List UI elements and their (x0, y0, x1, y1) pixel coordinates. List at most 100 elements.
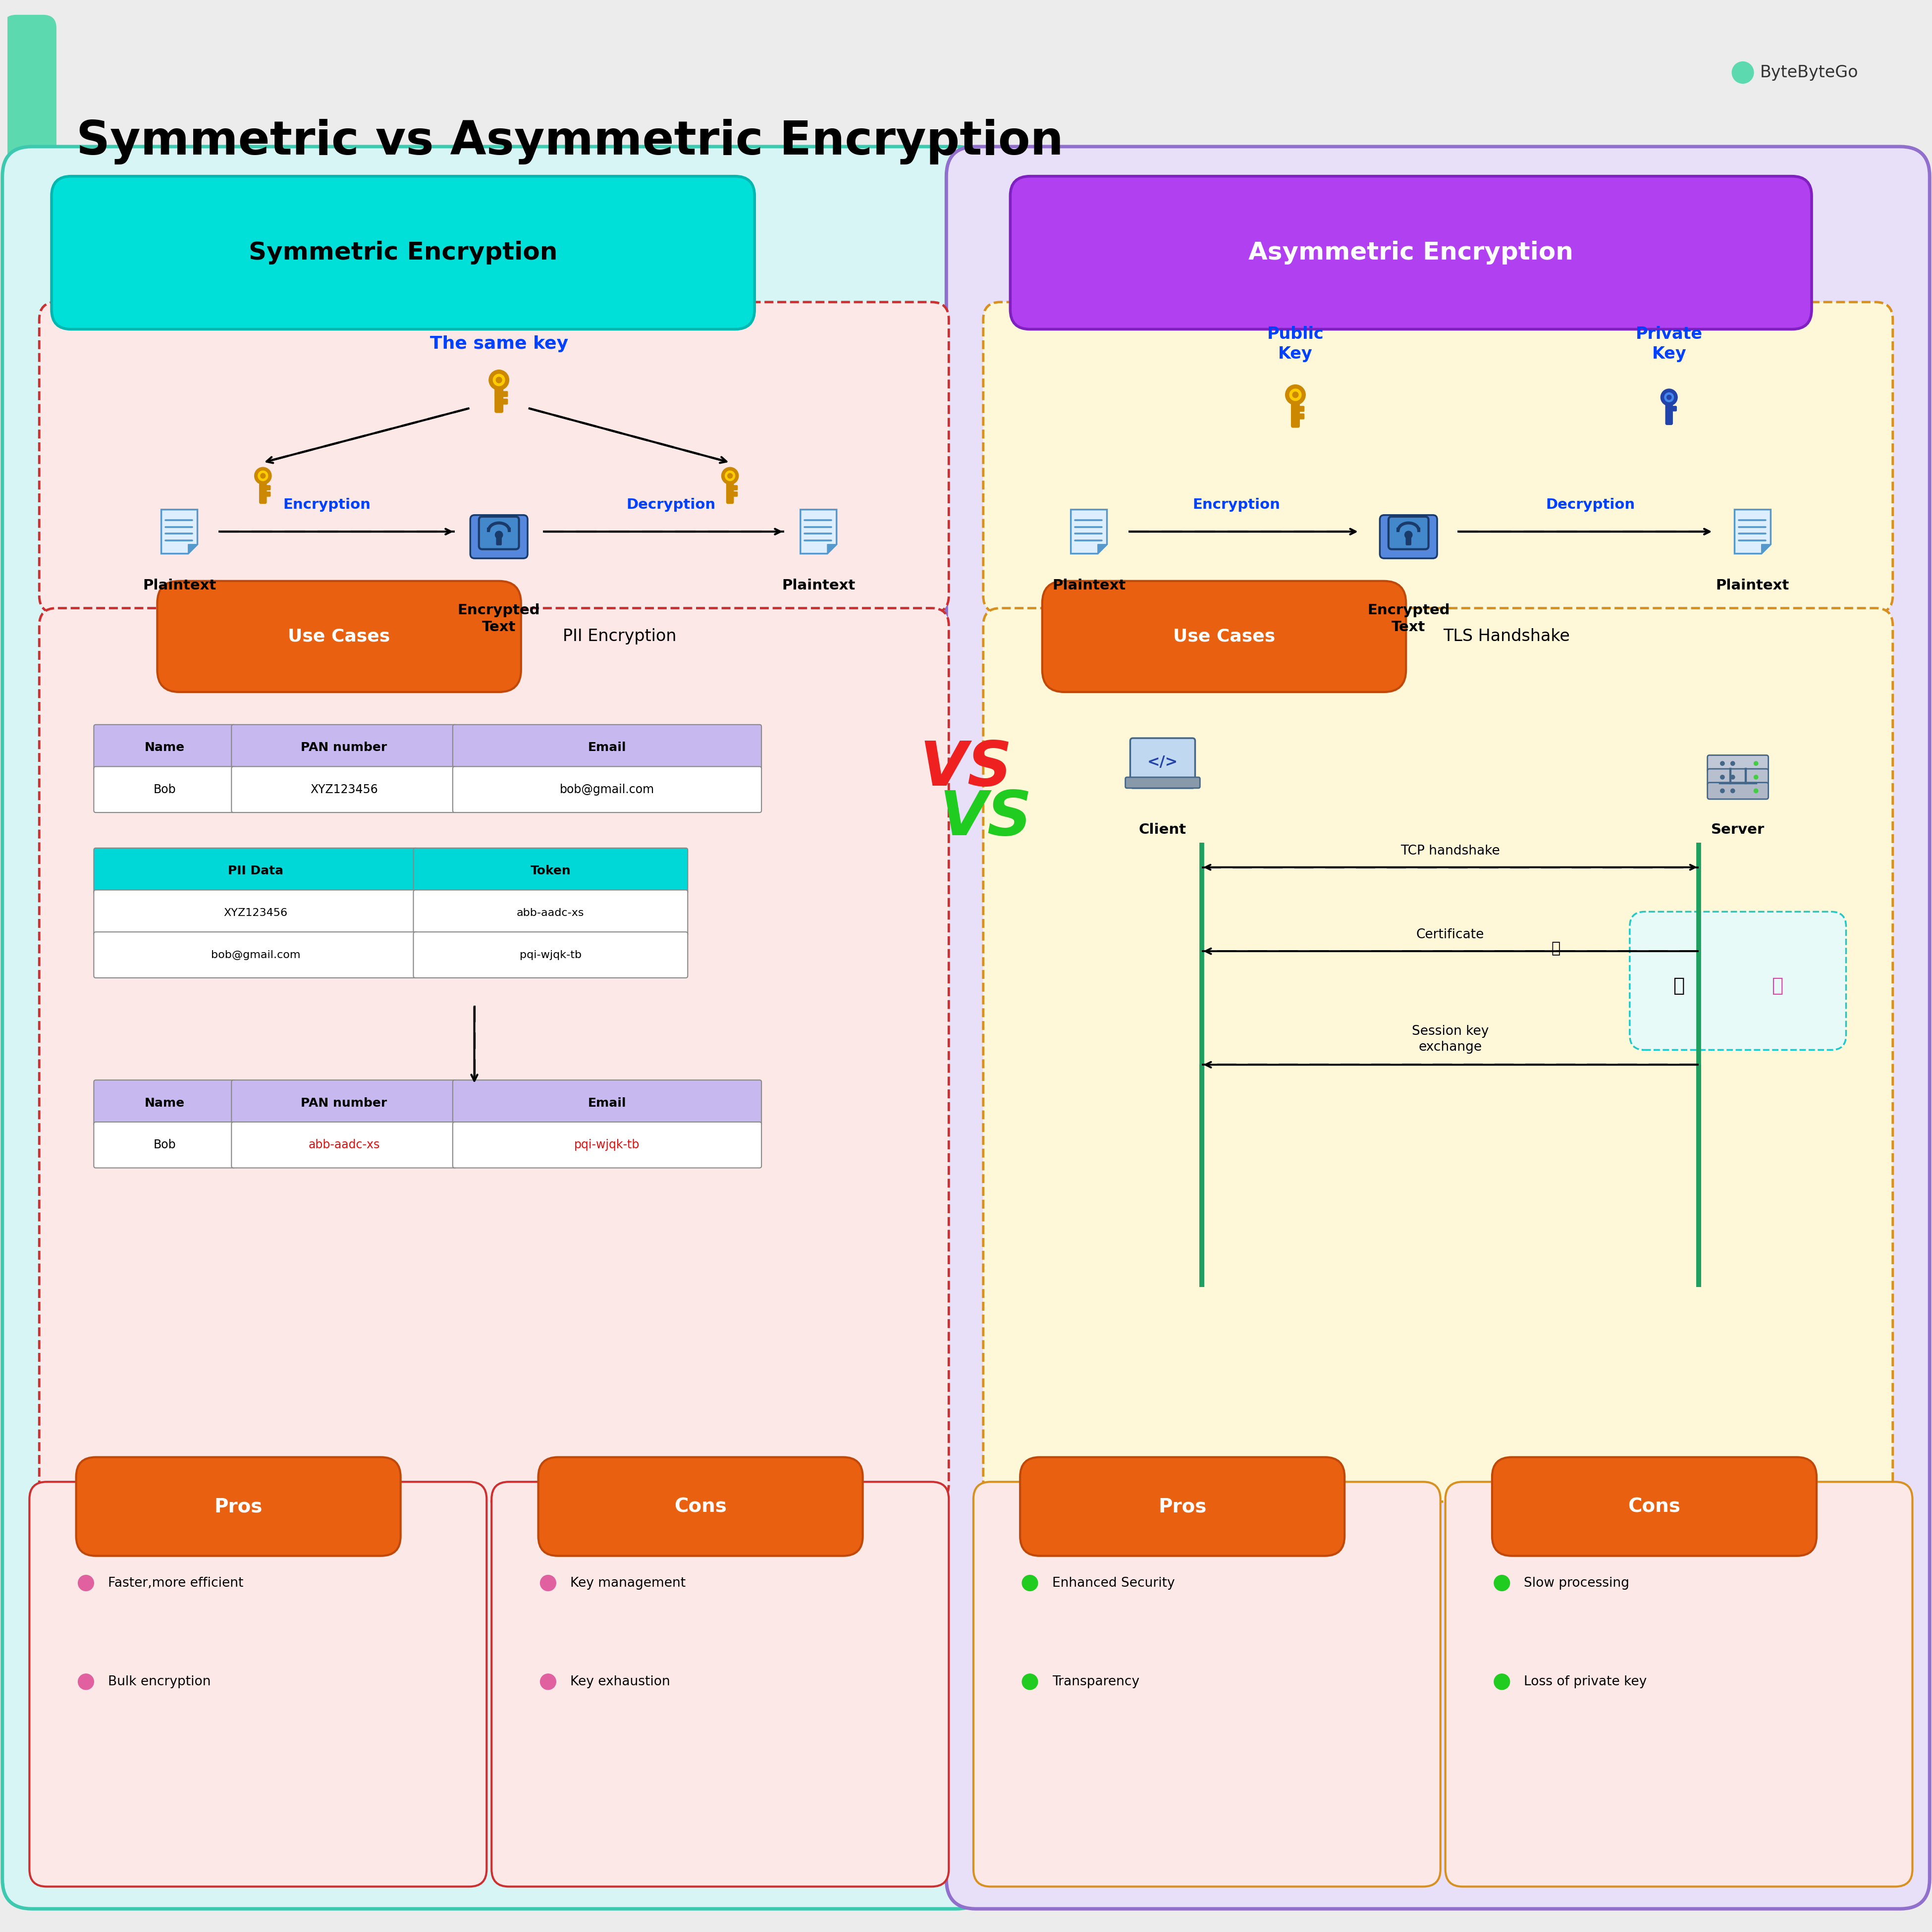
Text: ByteByteGo: ByteByteGo (1760, 64, 1859, 81)
Circle shape (1662, 388, 1677, 406)
Circle shape (1719, 761, 1725, 765)
FancyBboxPatch shape (452, 724, 761, 771)
Text: Encryption: Encryption (284, 498, 371, 512)
Text: 🔑: 🔑 (1772, 976, 1783, 995)
Text: The same key: The same key (429, 336, 568, 352)
Text: Client: Client (1138, 823, 1186, 837)
Text: abb-aadc-xs: abb-aadc-xs (516, 908, 583, 918)
Circle shape (1731, 788, 1735, 792)
Text: Symmetric Encryption: Symmetric Encryption (249, 242, 558, 265)
Circle shape (261, 473, 265, 479)
Text: Enhanced Security: Enhanced Security (1053, 1577, 1175, 1590)
Polygon shape (1735, 510, 1772, 554)
FancyBboxPatch shape (495, 379, 502, 412)
Circle shape (1293, 392, 1298, 398)
Text: Encrypted
Text: Encrypted Text (1368, 603, 1449, 634)
Circle shape (495, 531, 502, 539)
Text: VS: VS (920, 738, 1012, 798)
Circle shape (1719, 775, 1725, 779)
Circle shape (1405, 531, 1412, 539)
FancyBboxPatch shape (732, 493, 738, 497)
Text: XYZ123456: XYZ123456 (224, 908, 288, 918)
Circle shape (1022, 1575, 1037, 1590)
Text: Cons: Cons (1629, 1497, 1681, 1517)
Text: Transparency: Transparency (1053, 1675, 1140, 1689)
Text: pqi-wjqk-tb: pqi-wjqk-tb (574, 1140, 639, 1151)
Polygon shape (800, 510, 837, 554)
FancyBboxPatch shape (1671, 406, 1677, 412)
FancyBboxPatch shape (95, 767, 236, 813)
Circle shape (77, 1673, 95, 1690)
FancyBboxPatch shape (1293, 392, 1298, 427)
FancyBboxPatch shape (983, 301, 1893, 612)
Text: Key exhaustion: Key exhaustion (570, 1675, 670, 1689)
Circle shape (1665, 392, 1673, 402)
FancyBboxPatch shape (974, 1482, 1441, 1888)
Text: Encrypted
Text: Encrypted Text (458, 603, 541, 634)
FancyBboxPatch shape (1708, 755, 1768, 771)
FancyBboxPatch shape (95, 1122, 236, 1167)
FancyBboxPatch shape (500, 392, 508, 396)
Text: Decryption: Decryption (1546, 498, 1634, 512)
FancyBboxPatch shape (265, 485, 270, 489)
FancyBboxPatch shape (413, 848, 688, 895)
FancyBboxPatch shape (1631, 912, 1847, 1049)
Text: Token: Token (529, 866, 570, 877)
Circle shape (541, 1575, 556, 1590)
FancyBboxPatch shape (1298, 406, 1304, 412)
Text: Private
Key: Private Key (1636, 327, 1702, 363)
FancyBboxPatch shape (95, 931, 417, 978)
Text: VS: VS (939, 788, 1032, 848)
Text: TLS Handshake: TLS Handshake (1443, 628, 1569, 645)
Circle shape (1493, 1575, 1509, 1590)
FancyBboxPatch shape (1010, 176, 1812, 328)
FancyBboxPatch shape (1708, 769, 1768, 786)
FancyBboxPatch shape (52, 176, 755, 328)
Text: abb-aadc-xs: abb-aadc-xs (309, 1140, 381, 1151)
Text: 🔑: 🔑 (1551, 941, 1561, 956)
Circle shape (1719, 788, 1725, 792)
Circle shape (721, 468, 738, 485)
FancyBboxPatch shape (75, 1457, 400, 1555)
Text: Encryption: Encryption (1192, 498, 1281, 512)
FancyBboxPatch shape (95, 1080, 236, 1126)
Text: Symmetric vs Asymmetric Encryption: Symmetric vs Asymmetric Encryption (75, 120, 1063, 164)
FancyBboxPatch shape (947, 147, 1930, 1909)
Circle shape (1022, 1673, 1037, 1690)
Text: bob@gmail.com: bob@gmail.com (211, 951, 299, 960)
FancyBboxPatch shape (265, 493, 270, 497)
FancyBboxPatch shape (539, 1457, 864, 1555)
Text: Use Cases: Use Cases (1173, 628, 1275, 645)
FancyBboxPatch shape (1020, 1457, 1345, 1555)
Text: Plaintext: Plaintext (1716, 578, 1789, 593)
Circle shape (541, 1673, 556, 1690)
FancyBboxPatch shape (1389, 516, 1428, 549)
Text: Public
Key: Public Key (1267, 327, 1323, 363)
FancyBboxPatch shape (39, 609, 949, 1501)
Circle shape (497, 377, 502, 383)
Text: Slow processing: Slow processing (1524, 1577, 1629, 1590)
FancyBboxPatch shape (95, 848, 417, 895)
FancyBboxPatch shape (726, 473, 732, 502)
FancyBboxPatch shape (497, 533, 500, 545)
FancyBboxPatch shape (500, 400, 508, 404)
FancyBboxPatch shape (452, 767, 761, 813)
FancyBboxPatch shape (232, 1080, 456, 1126)
Text: PAN number: PAN number (301, 742, 386, 753)
Text: 🔑: 🔑 (1673, 976, 1685, 995)
FancyBboxPatch shape (1708, 782, 1768, 800)
FancyBboxPatch shape (452, 1122, 761, 1167)
FancyBboxPatch shape (29, 1482, 487, 1888)
Circle shape (255, 468, 270, 485)
FancyBboxPatch shape (1492, 1457, 1816, 1555)
FancyBboxPatch shape (1124, 777, 1200, 788)
FancyBboxPatch shape (232, 767, 456, 813)
FancyBboxPatch shape (39, 301, 949, 612)
Circle shape (1754, 788, 1758, 792)
Text: PII Encryption: PII Encryption (562, 628, 676, 645)
Text: TCP handshake: TCP handshake (1401, 844, 1499, 858)
Text: Asymmetric Encryption: Asymmetric Encryption (1248, 242, 1573, 265)
Circle shape (724, 471, 734, 481)
FancyBboxPatch shape (232, 724, 456, 771)
Circle shape (77, 1575, 95, 1590)
